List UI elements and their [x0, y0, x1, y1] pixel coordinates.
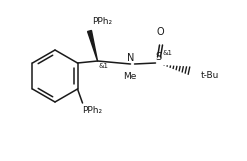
Text: PPh₂: PPh₂ — [82, 106, 103, 115]
Text: &1: &1 — [163, 50, 172, 56]
Text: S: S — [155, 52, 162, 62]
Polygon shape — [88, 30, 98, 61]
Text: PPh₂: PPh₂ — [93, 17, 113, 26]
Text: N: N — [127, 53, 134, 63]
Text: t-Bu: t-Bu — [201, 71, 219, 80]
Text: Me: Me — [123, 72, 136, 81]
Text: &1: &1 — [99, 63, 108, 69]
Text: O: O — [157, 27, 164, 37]
